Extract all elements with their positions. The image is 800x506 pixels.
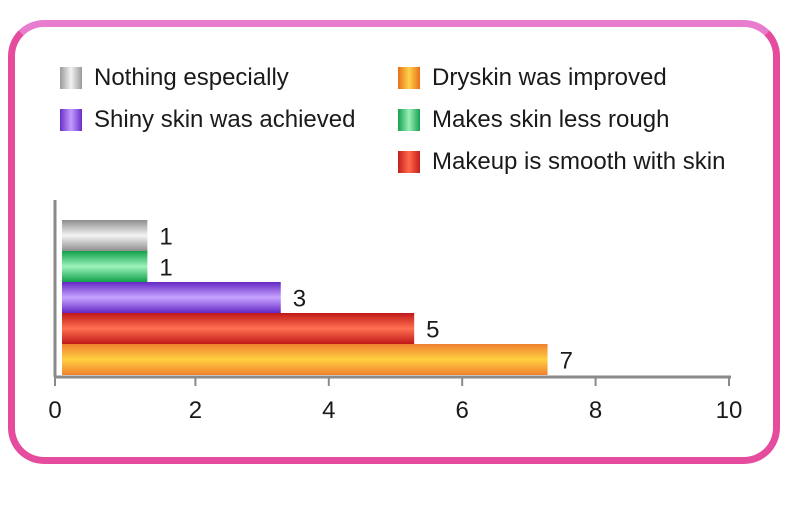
bar-makeup-smooth	[62, 313, 415, 344]
legend-item-makeup-smooth: Makeup is smooth with skin	[398, 148, 725, 176]
x-tick-label-2: 2	[189, 397, 202, 424]
bar-shiny-skin	[62, 282, 281, 313]
legend-swatch-less-rough	[398, 109, 420, 131]
data-label-dryskin-improved: 7	[560, 348, 573, 375]
x-tick-label-8: 8	[589, 397, 602, 424]
legend-label-makeup-smooth: Makeup is smooth with skin	[432, 148, 726, 175]
legend-swatch-nothing-especially	[60, 67, 82, 89]
legend-item-dryskin-improved: Dryskin was improved	[398, 64, 667, 92]
legend-swatch-dryskin-improved	[398, 67, 420, 89]
legend-label-dryskin-improved: Dryskin was improved	[432, 64, 667, 91]
x-tick-label-0: 0	[48, 397, 61, 424]
data-label-shiny-skin: 3	[293, 286, 306, 313]
legend-swatch-makeup-smooth	[398, 151, 420, 173]
data-label-nothing-especially: 1	[159, 224, 172, 251]
data-label-less-rough: 1	[159, 255, 172, 282]
x-tick-label-6: 6	[456, 397, 469, 424]
chart-frame	[8, 20, 780, 464]
x-tick-label-4: 4	[322, 397, 335, 424]
legend-label-shiny-skin: Shiny skin was achieved	[94, 106, 356, 133]
legend-swatch-shiny-skin	[60, 109, 82, 131]
legend-item-less-rough: Makes skin less rough	[398, 106, 669, 134]
legend-label-less-rough: Makes skin less rough	[432, 106, 670, 133]
bar-less-rough	[62, 251, 148, 282]
x-tick-label-10: 10	[716, 397, 743, 424]
bar-nothing-especially	[62, 220, 148, 251]
data-label-makeup-smooth: 5	[426, 317, 439, 344]
bar-dryskin-improved	[62, 344, 548, 375]
legend-item-shiny-skin: Shiny skin was achieved	[60, 106, 355, 134]
legend-label-nothing-especially: Nothing especially	[94, 64, 289, 91]
legend-item-nothing-especially: Nothing especially	[60, 64, 289, 92]
